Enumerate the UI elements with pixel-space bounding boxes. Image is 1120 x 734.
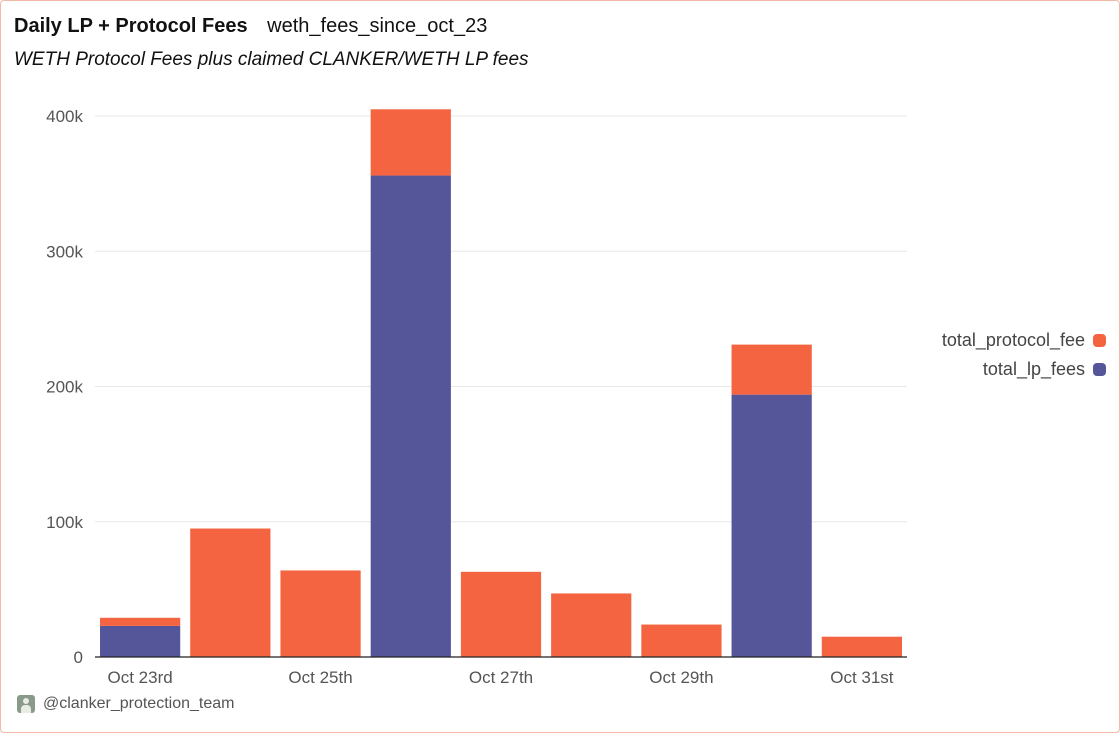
chart-subtitle: WETH Protocol Fees plus claimed CLANKER/… bbox=[14, 49, 529, 70]
x-tick-label: Oct 23rd bbox=[108, 668, 173, 687]
bar-total-protocol-fees bbox=[190, 528, 271, 657]
legend-swatch bbox=[1093, 363, 1106, 376]
bar-total-protocol-fees bbox=[551, 593, 632, 657]
bar-total-protocol-fees bbox=[370, 109, 451, 176]
bar-total-lp-fees bbox=[100, 625, 181, 657]
y-tick-label: 200k bbox=[46, 378, 83, 397]
bar-total-lp-fees bbox=[731, 394, 812, 657]
chart-title: Daily LP + Protocol Fees bbox=[14, 15, 248, 37]
chart-header: Daily LP + Protocol Fees weth_fees_since… bbox=[14, 15, 487, 38]
y-tick-label: 300k bbox=[46, 242, 83, 261]
x-tick-label: Oct 27th bbox=[469, 668, 533, 687]
y-tick-label: 0 bbox=[74, 648, 83, 667]
y-tick-label: 100k bbox=[46, 513, 83, 532]
legend-swatch bbox=[1093, 334, 1106, 347]
legend-label: total_lp_fees bbox=[982, 359, 1085, 379]
bar-total-protocol-fees bbox=[821, 636, 902, 657]
author-handle[interactable]: @clanker_protection_team bbox=[43, 695, 235, 712]
bar-total-protocol-fees bbox=[100, 617, 181, 626]
query-name: weth_fees_since_oct_23 bbox=[267, 15, 488, 37]
bar-total-protocol-fees bbox=[731, 344, 812, 395]
legend-label: total_protocol_fee bbox=[941, 330, 1085, 350]
x-tick-label: Oct 29th bbox=[649, 668, 713, 687]
bar-total-protocol-fees bbox=[641, 624, 722, 657]
legend: total_protocol_fee total_lp_fees bbox=[901, 326, 1106, 384]
bar-total-protocol-fees bbox=[460, 571, 542, 657]
y-tick-label: 400k bbox=[46, 107, 83, 126]
bar-total-lp-fees bbox=[370, 175, 451, 658]
legend-item-total-protocol-fees[interactable]: total_protocol_fee bbox=[901, 326, 1106, 355]
x-tick-label: Oct 31st bbox=[830, 668, 894, 687]
legend-item-total-lp-fees[interactable]: total_lp_fees bbox=[901, 355, 1106, 384]
avatar-icon[interactable] bbox=[17, 695, 35, 713]
footer: @clanker_protection_team bbox=[17, 695, 234, 713]
x-tick-label: Oct 25th bbox=[288, 668, 352, 687]
bar-total-protocol-fees bbox=[280, 570, 361, 657]
